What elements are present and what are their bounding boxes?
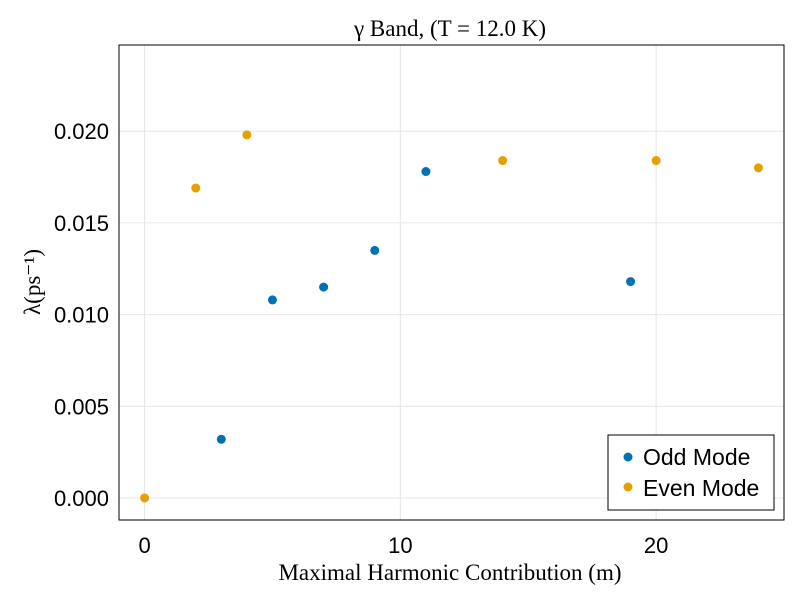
point-odd-mode [267, 295, 277, 305]
legend-marker-even [623, 482, 633, 492]
point-odd-mode [216, 434, 226, 444]
chart-title: γ Band, (T = 12.0 K) [353, 16, 546, 41]
y-tick-label: 0.015 [54, 211, 109, 236]
data-points [140, 130, 763, 503]
point-even-mode [498, 156, 508, 166]
legend-box [607, 434, 775, 511]
point-odd-mode [421, 167, 431, 177]
point-odd-mode [370, 245, 380, 255]
grid-lines [119, 45, 784, 520]
point-odd-mode [626, 277, 636, 287]
legend: Odd Mode Even Mode [607, 434, 775, 511]
point-even-mode [242, 130, 252, 140]
y-tick-label: 0.000 [54, 486, 109, 511]
y-axis-label: λ(ps⁻¹) [20, 249, 45, 315]
y-tick-label: 0.020 [54, 119, 109, 144]
y-tick-label: 0.010 [54, 303, 109, 328]
legend-label-even: Even Mode [643, 475, 759, 501]
plot-frame [118, 44, 785, 521]
legend-label-odd: Odd Mode [643, 444, 750, 470]
y-tick-labels: 0.000 0.005 0.010 0.015 0.020 [54, 119, 109, 511]
x-axis-label: Maximal Harmonic Contribution (m) [278, 560, 621, 585]
x-tick-label: 0 [138, 533, 150, 558]
x-tick-label: 10 [388, 533, 412, 558]
point-even-mode [140, 493, 150, 503]
x-tick-labels: 0 10 20 [138, 533, 668, 558]
point-even-mode [191, 183, 201, 193]
x-tick-label: 20 [644, 533, 668, 558]
legend-marker-odd [623, 452, 633, 462]
point-even-mode [651, 156, 661, 166]
point-odd-mode [319, 282, 329, 292]
point-even-mode [753, 163, 763, 173]
y-tick-label: 0.005 [54, 394, 109, 419]
